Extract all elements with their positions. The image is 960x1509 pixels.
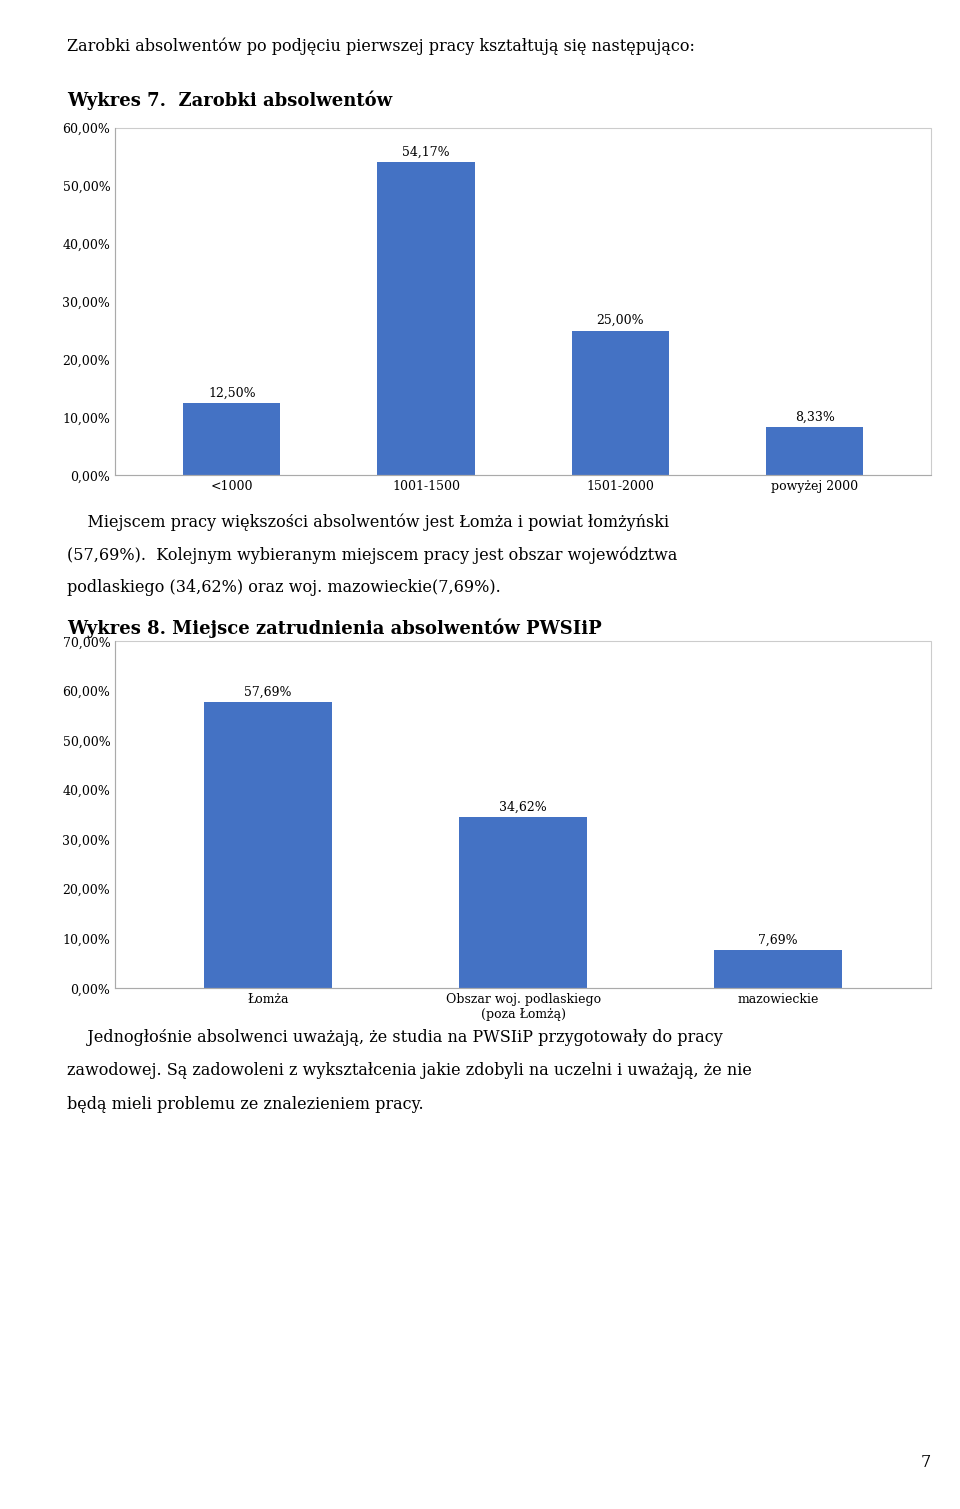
Text: 57,69%: 57,69% (245, 687, 292, 699)
Text: Wykres 8. Miejsce zatrudnienia absolwentów PWSIiP: Wykres 8. Miejsce zatrudnienia absolwent… (67, 619, 602, 638)
Text: zawodowej. Są zadowoleni z wykształcenia jakie zdobyli na uczelni i uważają, że : zawodowej. Są zadowoleni z wykształcenia… (67, 1062, 752, 1079)
Bar (714, 951, 842, 988)
Bar (204, 702, 332, 988)
Text: 12,50%: 12,50% (208, 386, 255, 400)
Text: będą mieli problemu ze znalezieniem pracy.: będą mieli problemu ze znalezieniem prac… (67, 1096, 423, 1112)
Text: Miejscem pracy większości absolwentów jest Łomża i powiat łomżyński: Miejscem pracy większości absolwentów je… (67, 513, 669, 531)
Bar (115, 128, 931, 475)
Text: Jednogłośnie absolwenci uważają, że studia na PWSIiP przygotowały do pracy: Jednogłośnie absolwenci uważają, że stud… (67, 1029, 723, 1046)
Text: 7: 7 (921, 1455, 931, 1471)
Text: podlaskiego (34,62%) oraz woj. mazowieckie(7,69%).: podlaskiego (34,62%) oraz woj. mazowieck… (67, 579, 501, 596)
Text: 34,62%: 34,62% (499, 800, 547, 813)
Bar (183, 403, 280, 475)
Bar (460, 816, 587, 988)
Text: 25,00%: 25,00% (596, 314, 644, 327)
Bar (572, 330, 669, 475)
Text: Wykres 7.  Zarobki absolwentów: Wykres 7. Zarobki absolwentów (67, 91, 393, 110)
Text: (57,69%).  Kolejnym wybieranym miejscem pracy jest obszar województwa: (57,69%). Kolejnym wybieranym miejscem p… (67, 546, 678, 564)
Bar (766, 427, 863, 475)
Text: Zarobki absolwentów po podjęciu pierwszej pracy kształtują się następująco:: Zarobki absolwentów po podjęciu pierwsze… (67, 38, 695, 56)
Text: 7,69%: 7,69% (758, 934, 798, 946)
Text: 54,17%: 54,17% (402, 145, 450, 158)
Bar (377, 161, 474, 475)
Bar (115, 641, 931, 988)
Text: 8,33%: 8,33% (795, 410, 834, 424)
